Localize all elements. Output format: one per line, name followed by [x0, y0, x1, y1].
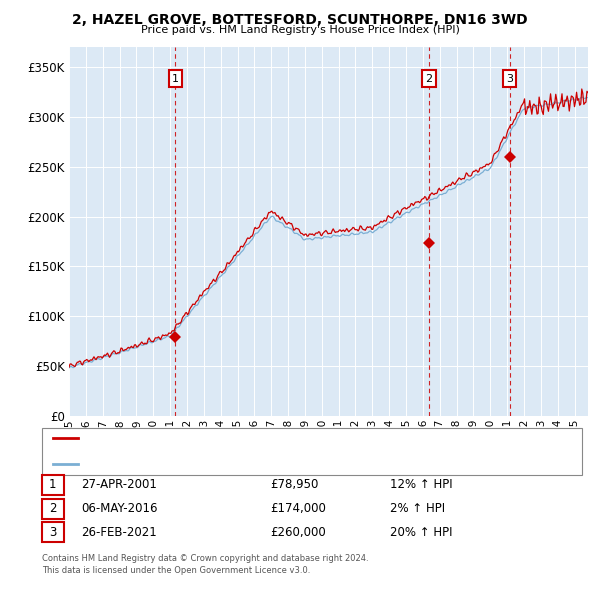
Text: 20% ↑ HPI: 20% ↑ HPI	[390, 526, 452, 539]
Text: 2% ↑ HPI: 2% ↑ HPI	[390, 502, 445, 515]
Text: 26-FEB-2021: 26-FEB-2021	[81, 526, 157, 539]
Text: 1: 1	[49, 478, 56, 491]
Text: 2, HAZEL GROVE, BOTTESFORD, SCUNTHORPE, DN16 3WD: 2, HAZEL GROVE, BOTTESFORD, SCUNTHORPE, …	[72, 13, 528, 27]
Text: £78,950: £78,950	[270, 478, 319, 491]
Text: 2: 2	[49, 502, 56, 515]
Text: This data is licensed under the Open Government Licence v3.0.: This data is licensed under the Open Gov…	[42, 566, 310, 575]
Text: £260,000: £260,000	[270, 526, 326, 539]
Text: £174,000: £174,000	[270, 502, 326, 515]
Text: 2, HAZEL GROVE, BOTTESFORD, SCUNTHORPE, DN16 3WD (detached house): 2, HAZEL GROVE, BOTTESFORD, SCUNTHORPE, …	[83, 434, 460, 443]
Text: Contains HM Land Registry data © Crown copyright and database right 2024.: Contains HM Land Registry data © Crown c…	[42, 555, 368, 563]
Text: HPI: Average price, detached house, North Lincolnshire: HPI: Average price, detached house, Nort…	[83, 460, 353, 469]
Text: 06-MAY-2016: 06-MAY-2016	[81, 502, 157, 515]
Text: 3: 3	[49, 526, 56, 539]
Text: 1: 1	[172, 74, 179, 84]
Text: Price paid vs. HM Land Registry's House Price Index (HPI): Price paid vs. HM Land Registry's House …	[140, 25, 460, 35]
Text: 2: 2	[425, 74, 433, 84]
Text: 27-APR-2001: 27-APR-2001	[81, 478, 157, 491]
Text: 12% ↑ HPI: 12% ↑ HPI	[390, 478, 452, 491]
Text: 3: 3	[506, 74, 513, 84]
